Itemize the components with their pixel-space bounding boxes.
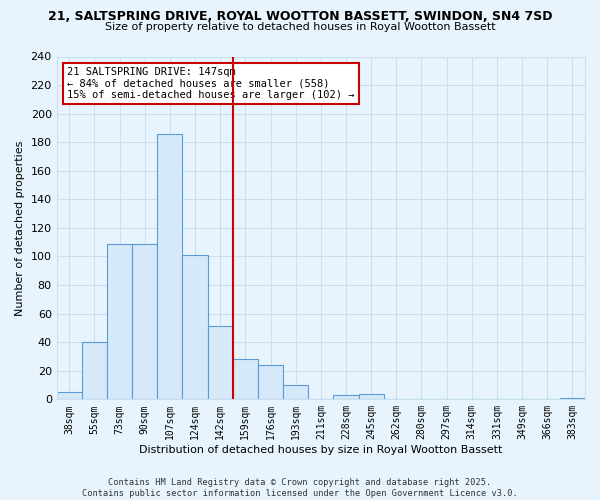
Text: Contains HM Land Registry data © Crown copyright and database right 2025.
Contai: Contains HM Land Registry data © Crown c… [82,478,518,498]
Bar [157,134,182,400]
Bar [283,385,308,400]
Bar [182,255,208,400]
Bar [56,392,82,400]
X-axis label: Distribution of detached houses by size in Royal Wootton Bassett: Distribution of detached houses by size … [139,445,503,455]
Bar [208,326,233,400]
Bar [560,398,585,400]
Text: 21, SALTSPRING DRIVE, ROYAL WOOTTON BASSETT, SWINDON, SN4 7SD: 21, SALTSPRING DRIVE, ROYAL WOOTTON BASS… [48,10,552,23]
Bar [82,342,107,400]
Bar [359,394,384,400]
Bar [258,365,283,400]
Bar [334,395,359,400]
Y-axis label: Number of detached properties: Number of detached properties [15,140,25,316]
Bar [233,360,258,400]
Text: Size of property relative to detached houses in Royal Wootton Bassett: Size of property relative to detached ho… [104,22,496,32]
Text: 21 SALTSPRING DRIVE: 147sqm
← 84% of detached houses are smaller (558)
15% of se: 21 SALTSPRING DRIVE: 147sqm ← 84% of det… [67,67,355,100]
Bar [107,244,132,400]
Bar [132,244,157,400]
